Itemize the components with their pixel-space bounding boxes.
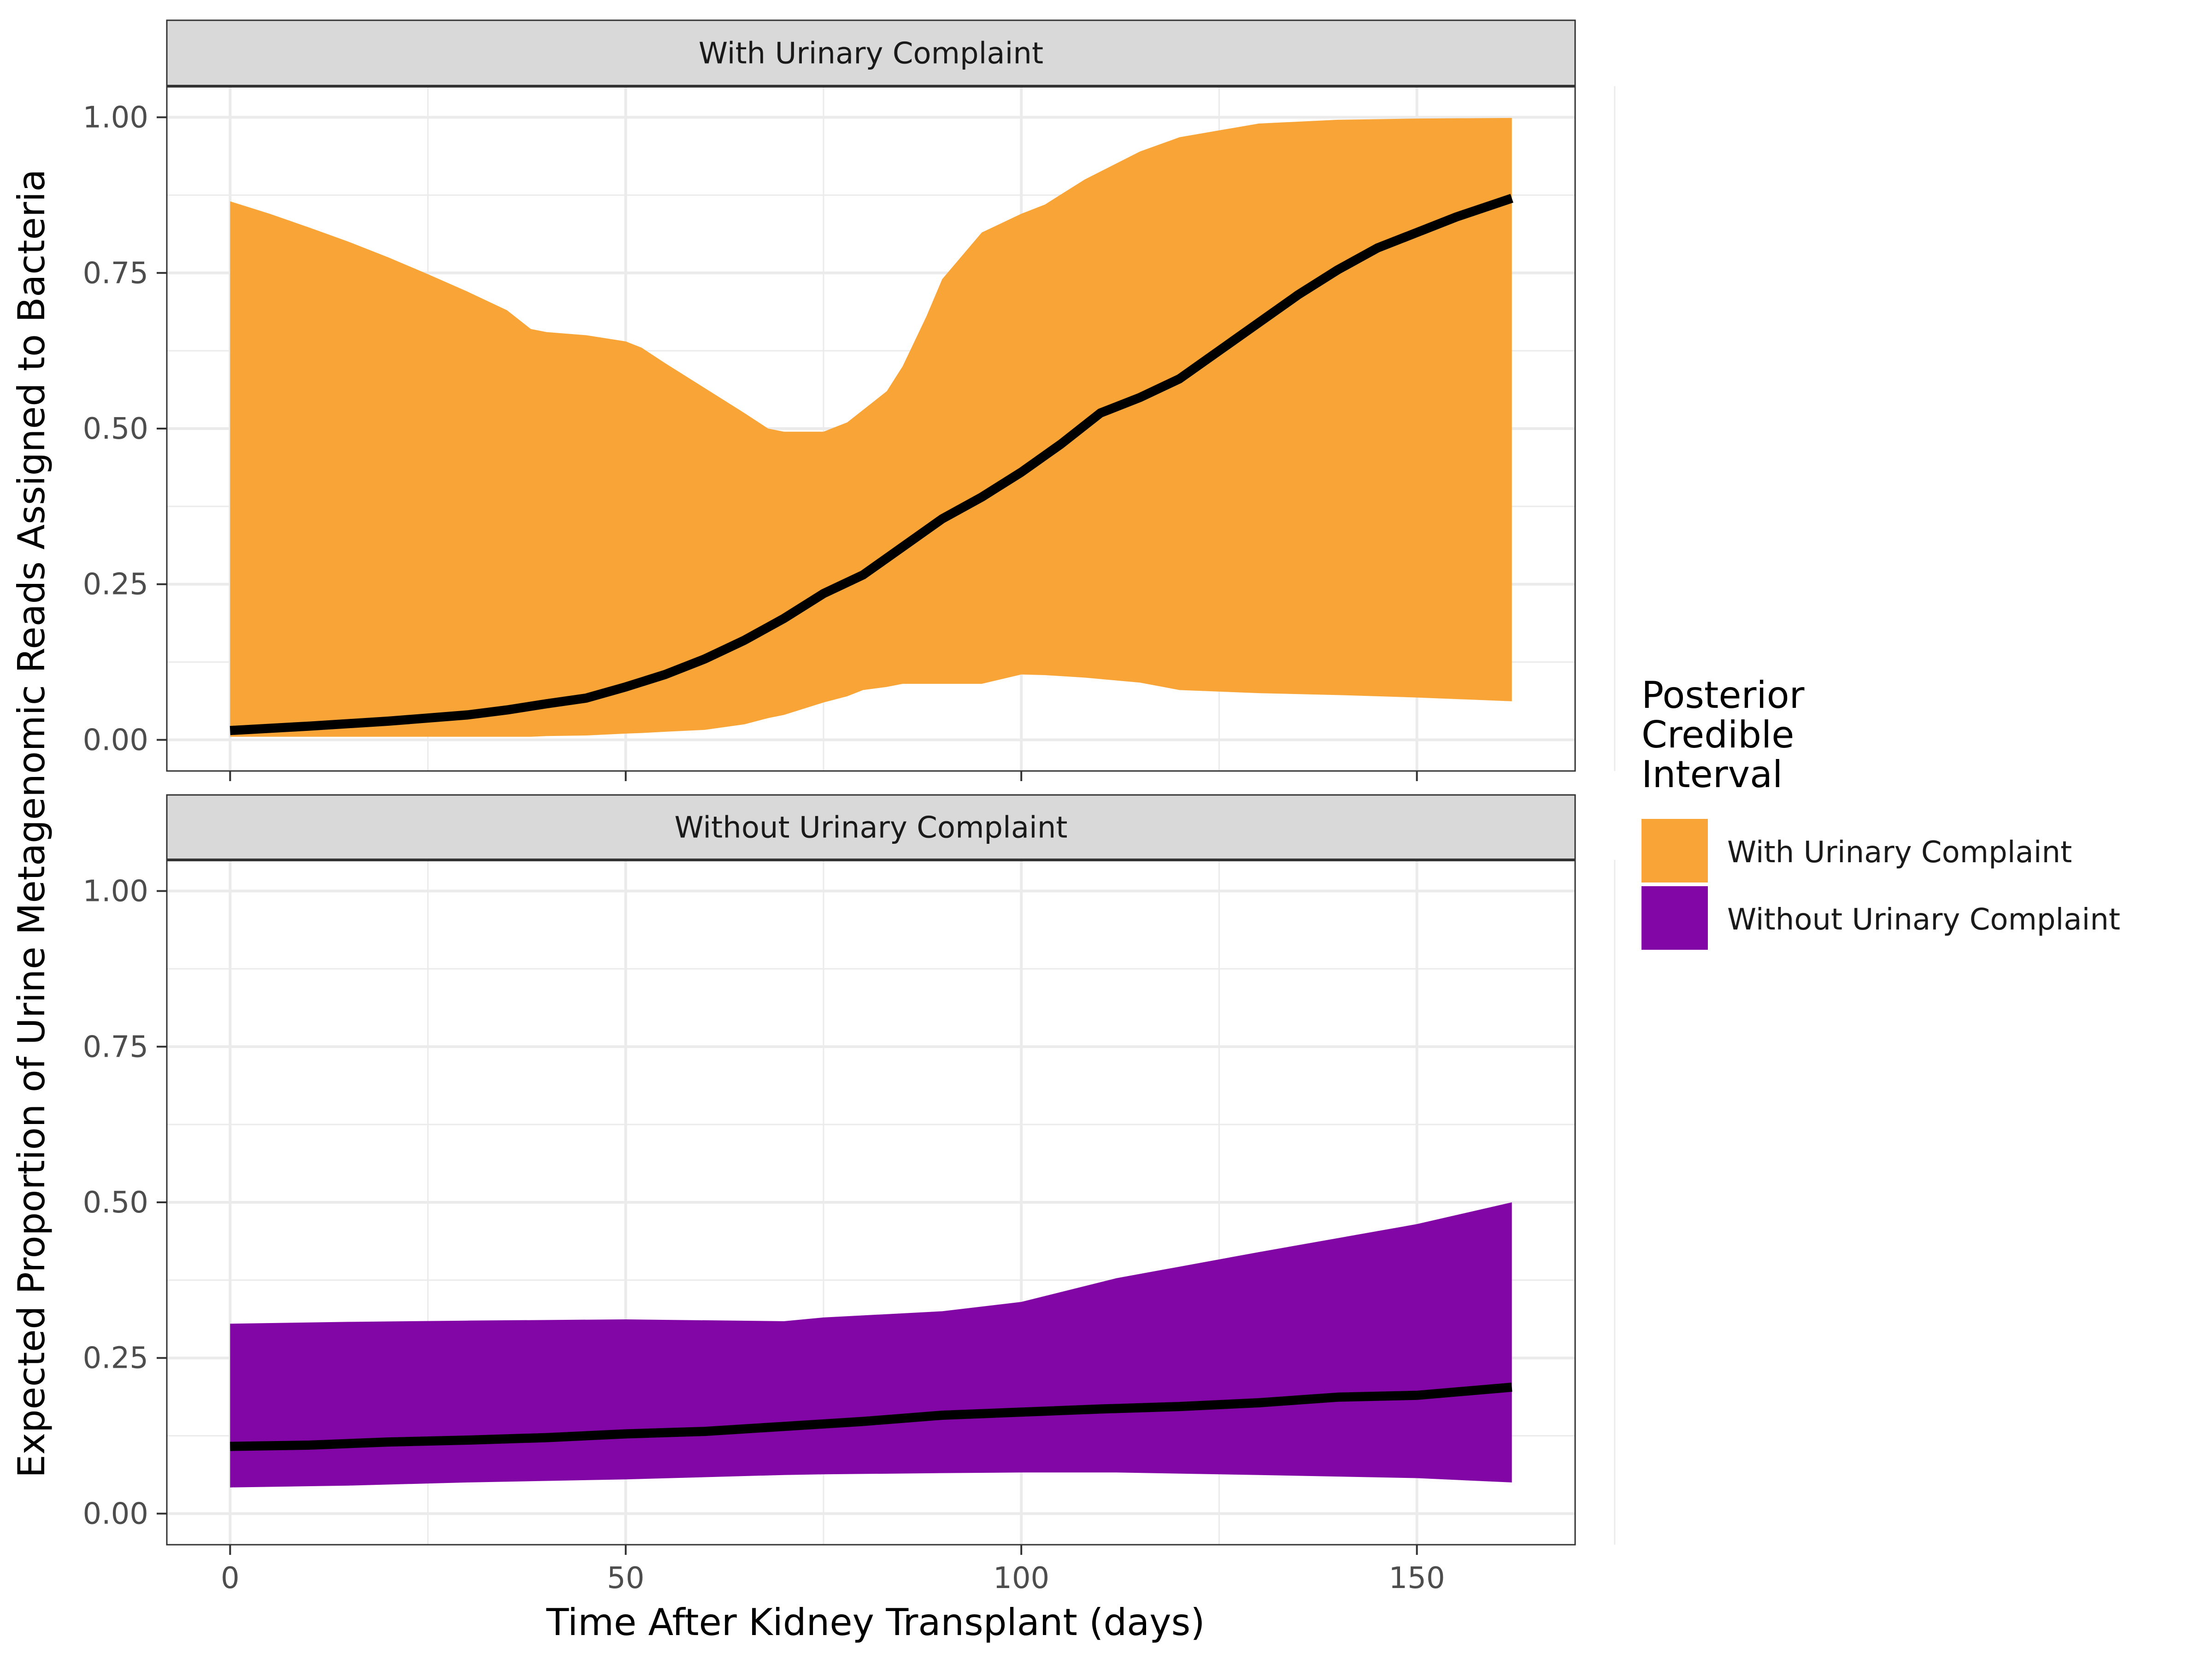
panel-with-urinary-complaint: With Urinary Complaint 0.00 0.25 0.50 0.75 1.… [83,19,1616,781]
x-tick-label: 50 [607,1561,644,1595]
y-tick-label: 0.75 [83,256,149,290]
y-tick-label: 0.00 [83,1497,149,1531]
credible-band-with-urinary-complaint [230,118,1512,737]
y-tick-label: 0.50 [83,1186,149,1220]
y-tick-label: 0.25 [83,1341,149,1376]
median-line-with-urinary-complaint [229,194,1513,735]
x-axis-title: Time After Kidney Transplant (days) [546,1601,1205,1644]
facet-strip-label: With Urinary Complaint [699,37,1043,71]
x-tick-label: 100 [993,1561,1049,1595]
legend: Posterior Credible Interval With Urinary… [1641,674,2120,950]
legend-key-without-urinary-complaint [1641,886,1708,950]
y-axis-title: Expected Proportion of Urine Metagenomic… [10,169,53,1478]
x-tick-label: 150 [1389,1561,1445,1595]
credible-band-without-urinary-complaint [230,1202,1512,1488]
legend-title-line-1: Posterior [1641,674,1805,717]
panel-without-urinary-complaint: Without Urinary Complaint 0.00 0.25 0.50 0.7… [83,794,1616,1595]
y-tick-label: 0.50 [83,412,149,446]
y-tick-label: 0.25 [83,568,149,602]
y-tick-label: 0.75 [83,1030,149,1064]
y-tick-label: 1.00 [83,101,149,135]
facet-strip [166,19,1576,87]
median-line-without-urinary-complaint [230,1382,1512,1451]
legend-key-with-urinary-complaint [1641,819,1708,882]
y-tick-label: 0.00 [83,723,149,757]
legend-title-line-3: Interval [1641,753,1783,796]
legend-label-with-urinary-complaint: With Urinary Complaint [1727,835,2072,870]
legend-label-without-urinary-complaint: Without Urinary Complaint [1727,903,2120,937]
x-tick-label: 0 [221,1561,240,1595]
y-tick-label: 1.00 [83,875,149,909]
legend-title-line-2: Credible [1641,713,1794,756]
facet-strip [166,794,1576,861]
facet-strip-label: Without Urinary Complaint [675,811,1068,845]
panels: With Urinary Complaint 0.00 0.25 0.50 0.75 1.… [83,19,1616,1595]
